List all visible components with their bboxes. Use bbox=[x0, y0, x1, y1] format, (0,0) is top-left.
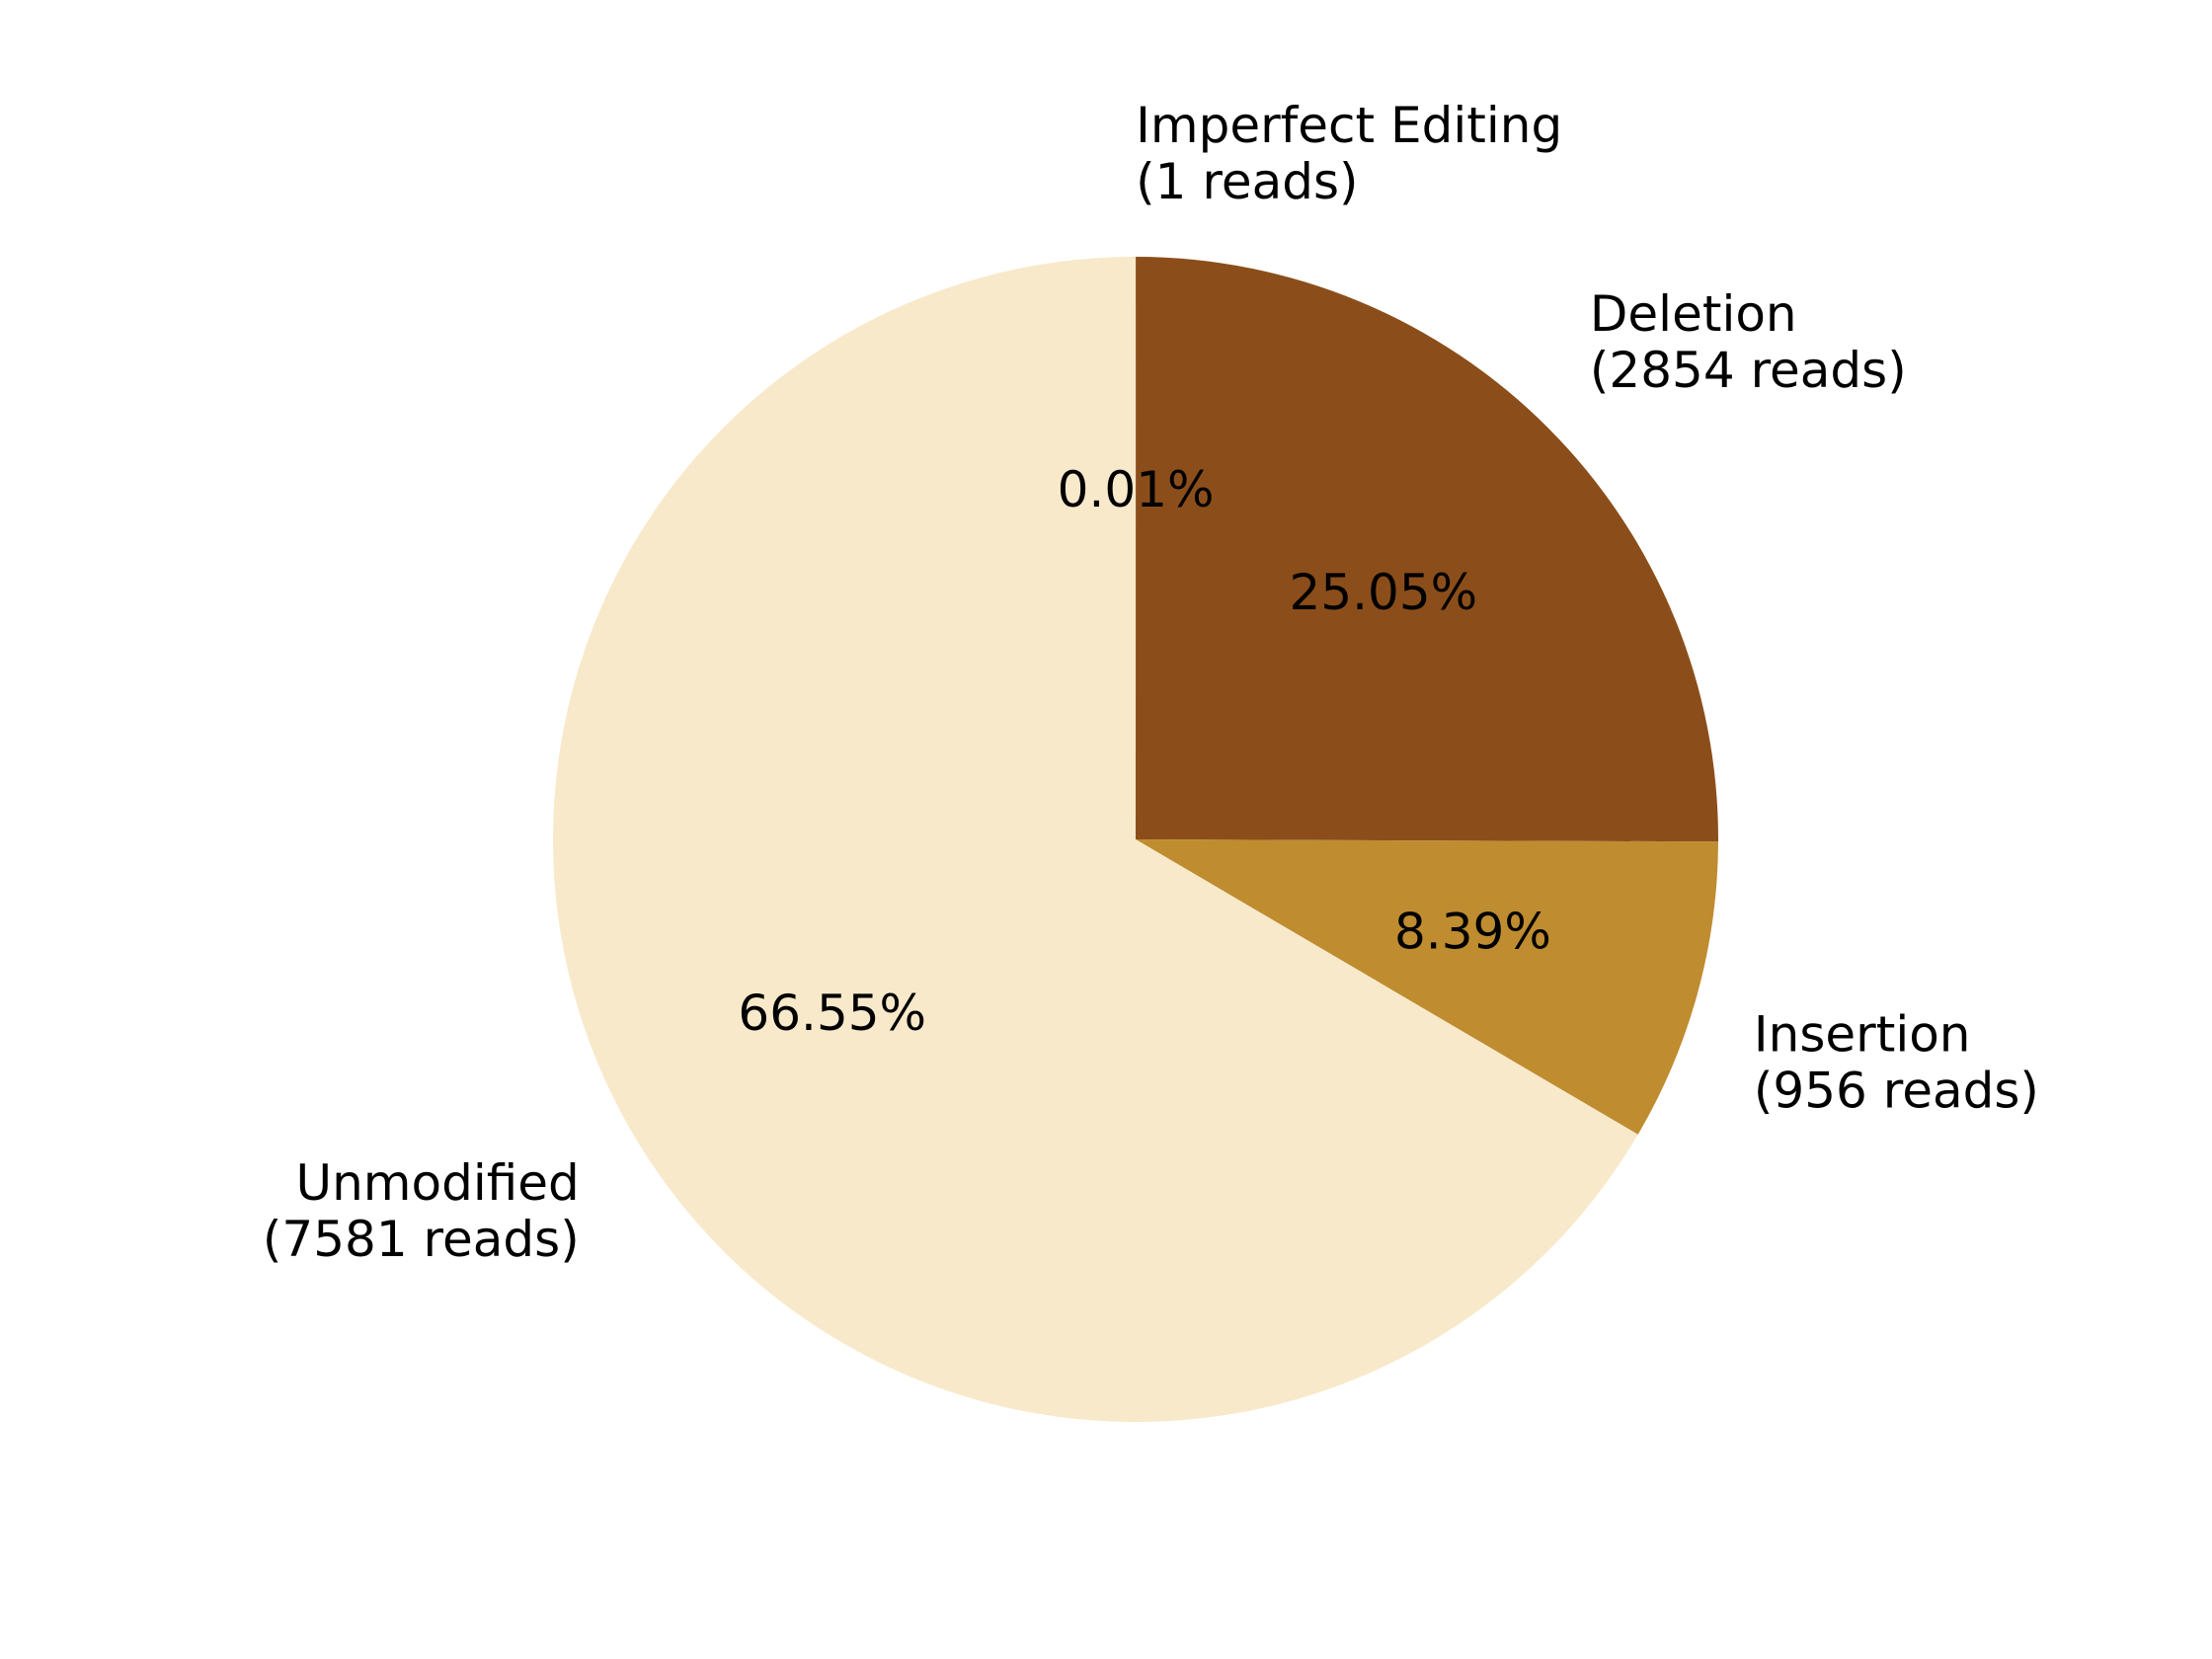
slice-label: Imperfect Editing (1 reads) bbox=[1136, 97, 1562, 210]
slice-label: Insertion (956 reads) bbox=[1754, 1005, 2039, 1119]
labels-layer: 0.01% Imperfect Editing (1 reads) 25.05% Del… bbox=[263, 97, 2039, 1268]
slice-label-reads: (2854 reads) bbox=[1590, 342, 1907, 399]
slice-label-name: Unmodified bbox=[296, 1154, 580, 1212]
slice-label-reads: (956 reads) bbox=[1754, 1062, 2039, 1119]
slice-label: Deletion (2854 reads) bbox=[1590, 285, 1907, 399]
pie-slice-unmodified bbox=[552, 257, 1638, 1422]
slice-label-reads: (1 reads) bbox=[1136, 153, 1358, 210]
slices-layer bbox=[552, 256, 1719, 1422]
slice-label-name: Insertion bbox=[1754, 1005, 1971, 1063]
pct-label: 25.05% bbox=[1290, 564, 1478, 621]
pct-label: 66.55% bbox=[738, 985, 926, 1042]
pie-slice-deletion bbox=[1136, 257, 1719, 842]
pct-label: 0.01% bbox=[1058, 461, 1215, 518]
slice-label-name: Deletion bbox=[1590, 285, 1797, 343]
slice-label-reads: (7581 reads) bbox=[263, 1211, 580, 1268]
slice-label-name: Imperfect Editing bbox=[1136, 97, 1562, 154]
pie-slice-insertion bbox=[1136, 839, 1718, 1135]
pct-label: 8.39% bbox=[1394, 904, 1551, 961]
slice-label: Unmodified (7581 reads) bbox=[263, 1154, 580, 1268]
